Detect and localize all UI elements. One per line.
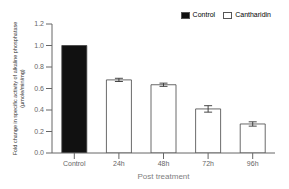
svg-text:Fold change in specific activi: Fold change in specific activity of alka… [12, 22, 18, 156]
html-text:Control: Control [192, 11, 216, 18]
svg-text:0.4: 0.4 [34, 106, 44, 113]
svg-text:(μmole/min/mg): (μmole/min/mg) [19, 69, 25, 107]
svg-text:24h: 24h [113, 160, 125, 167]
svg-text:0.6: 0.6 [34, 85, 44, 92]
svg-text:0.2: 0.2 [34, 128, 44, 135]
svg-text:1.2: 1.2 [34, 20, 44, 27]
svg-text:Control: Control [63, 160, 86, 167]
svg-text:0.8: 0.8 [34, 63, 44, 70]
svg-text:Post treatment: Post treatment [137, 172, 190, 181]
html-text:Cantharidin: Cantharidin [235, 11, 271, 18]
svg-text:0.0: 0.0 [34, 149, 44, 156]
svg-text:48h: 48h [158, 160, 170, 167]
svg-text:1.0: 1.0 [34, 42, 44, 49]
svg-text:96h: 96h [247, 160, 259, 167]
svg-text:72h: 72h [202, 160, 214, 167]
